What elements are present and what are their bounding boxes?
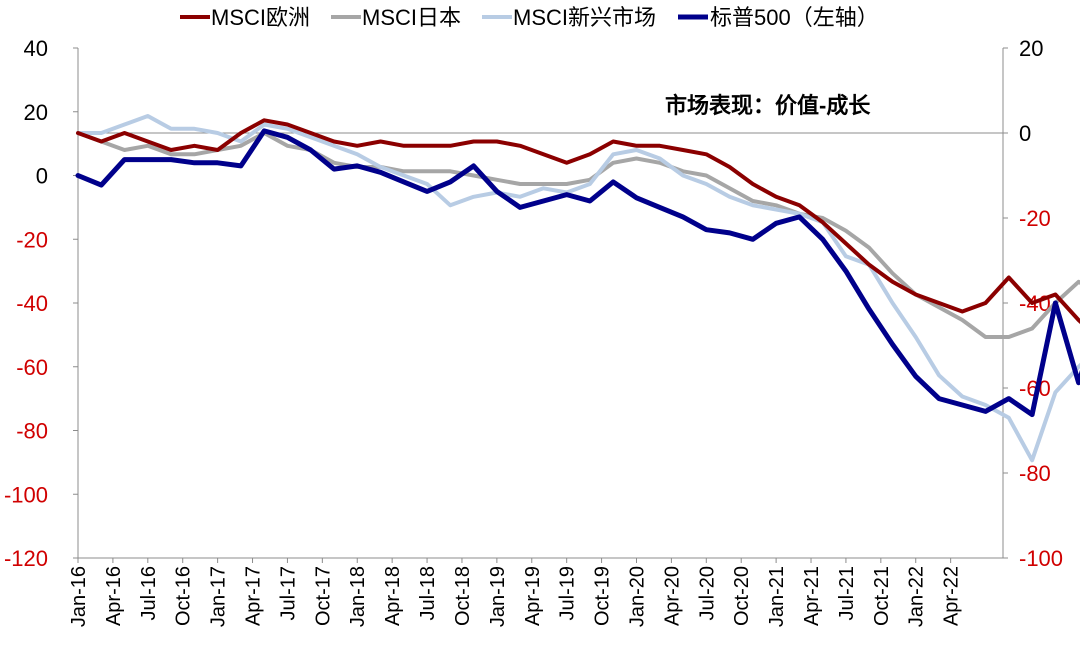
- legend: MSCI欧洲 MSCI日本 MSCI新兴市场 标普500（左轴）: [180, 5, 879, 30]
- x-axis-tick-label: Oct-18: [452, 566, 474, 626]
- x-axis-tick-label: Jul-17: [277, 566, 299, 620]
- x-axis-tick-label: Oct-16: [173, 566, 195, 626]
- left-axis-tick-label: 20: [24, 100, 48, 125]
- legend-label-msci-europe: MSCI欧洲: [211, 5, 310, 30]
- series-line-3: [75, 128, 1080, 418]
- left-axis-tick-label: 40: [24, 36, 48, 61]
- x-axis-tick-label: Oct-20: [731, 566, 753, 626]
- x-axis-tick-label: Apr-17: [243, 566, 265, 626]
- x-axis-tick-label: Apr-18: [382, 566, 404, 626]
- series-group: [75, 114, 1080, 463]
- x-axis-tick-label: Jul-20: [696, 566, 718, 620]
- x-axis-tick-label: Apr-16: [103, 566, 125, 626]
- left-axis-tick-label: 0: [36, 164, 48, 189]
- x-axis-tick-label: Apr-19: [522, 566, 544, 626]
- x-axis-tick-label: Jul-18: [417, 566, 439, 620]
- x-axis-tick-label: Jan-21: [766, 566, 788, 627]
- right-axis-tick-label: -100: [1019, 546, 1063, 571]
- legend-label-sp500: 标普500（左轴）: [710, 5, 879, 30]
- left-axis-tick-label: -60: [16, 355, 48, 380]
- left-axis-tick-label: -120: [4, 546, 48, 571]
- x-axis-tick-label: Apr-20: [661, 566, 683, 626]
- x-axis-tick-label: Jan-19: [487, 566, 509, 627]
- x-axis-tick-label: Jan-18: [347, 566, 369, 627]
- right-axis-tick-label: -80: [1019, 461, 1051, 486]
- x-axis-tick-label: Jul-21: [836, 566, 858, 620]
- x-axis-tick-label: Jan-22: [906, 566, 928, 627]
- left-axis-tick-label: -40: [16, 291, 48, 316]
- series-line-2: [76, 114, 1080, 463]
- legend-label-msci-em: MSCI新兴市场: [513, 5, 656, 30]
- x-axis-tick-label: Jan-17: [208, 566, 230, 627]
- series-line-0: [76, 118, 1080, 324]
- x-axis-tick-label: Jul-16: [138, 566, 160, 620]
- x-axis-tick-label: Apr-21: [801, 566, 823, 626]
- right-axis-tick-label: 0: [1019, 121, 1031, 146]
- axes: 40200-20-40-60-80-100-120200-20-40-60-80…: [4, 36, 1063, 627]
- x-axis-tick-label: Jul-19: [557, 566, 579, 620]
- left-axis-tick-label: -80: [16, 419, 48, 444]
- x-axis-tick-label: Oct-21: [871, 566, 893, 626]
- x-axis-tick-label: Jan-20: [626, 566, 648, 627]
- legend-label-msci-japan: MSCI日本: [362, 5, 461, 30]
- chart-annotation: 市场表现：价值-成长: [665, 93, 871, 118]
- x-axis-tick-label: Oct-19: [592, 566, 614, 626]
- left-axis-tick-label: -100: [4, 482, 48, 507]
- right-axis-tick-label: 20: [1019, 36, 1043, 61]
- right-axis-tick-label: -20: [1019, 206, 1051, 231]
- x-axis-tick-label: Jan-16: [68, 566, 90, 627]
- left-axis-tick-label: -20: [16, 227, 48, 252]
- series-line-1: [76, 131, 1080, 339]
- x-axis-tick-label: Oct-17: [312, 566, 334, 626]
- x-axis-tick-label: Apr-22: [941, 566, 963, 626]
